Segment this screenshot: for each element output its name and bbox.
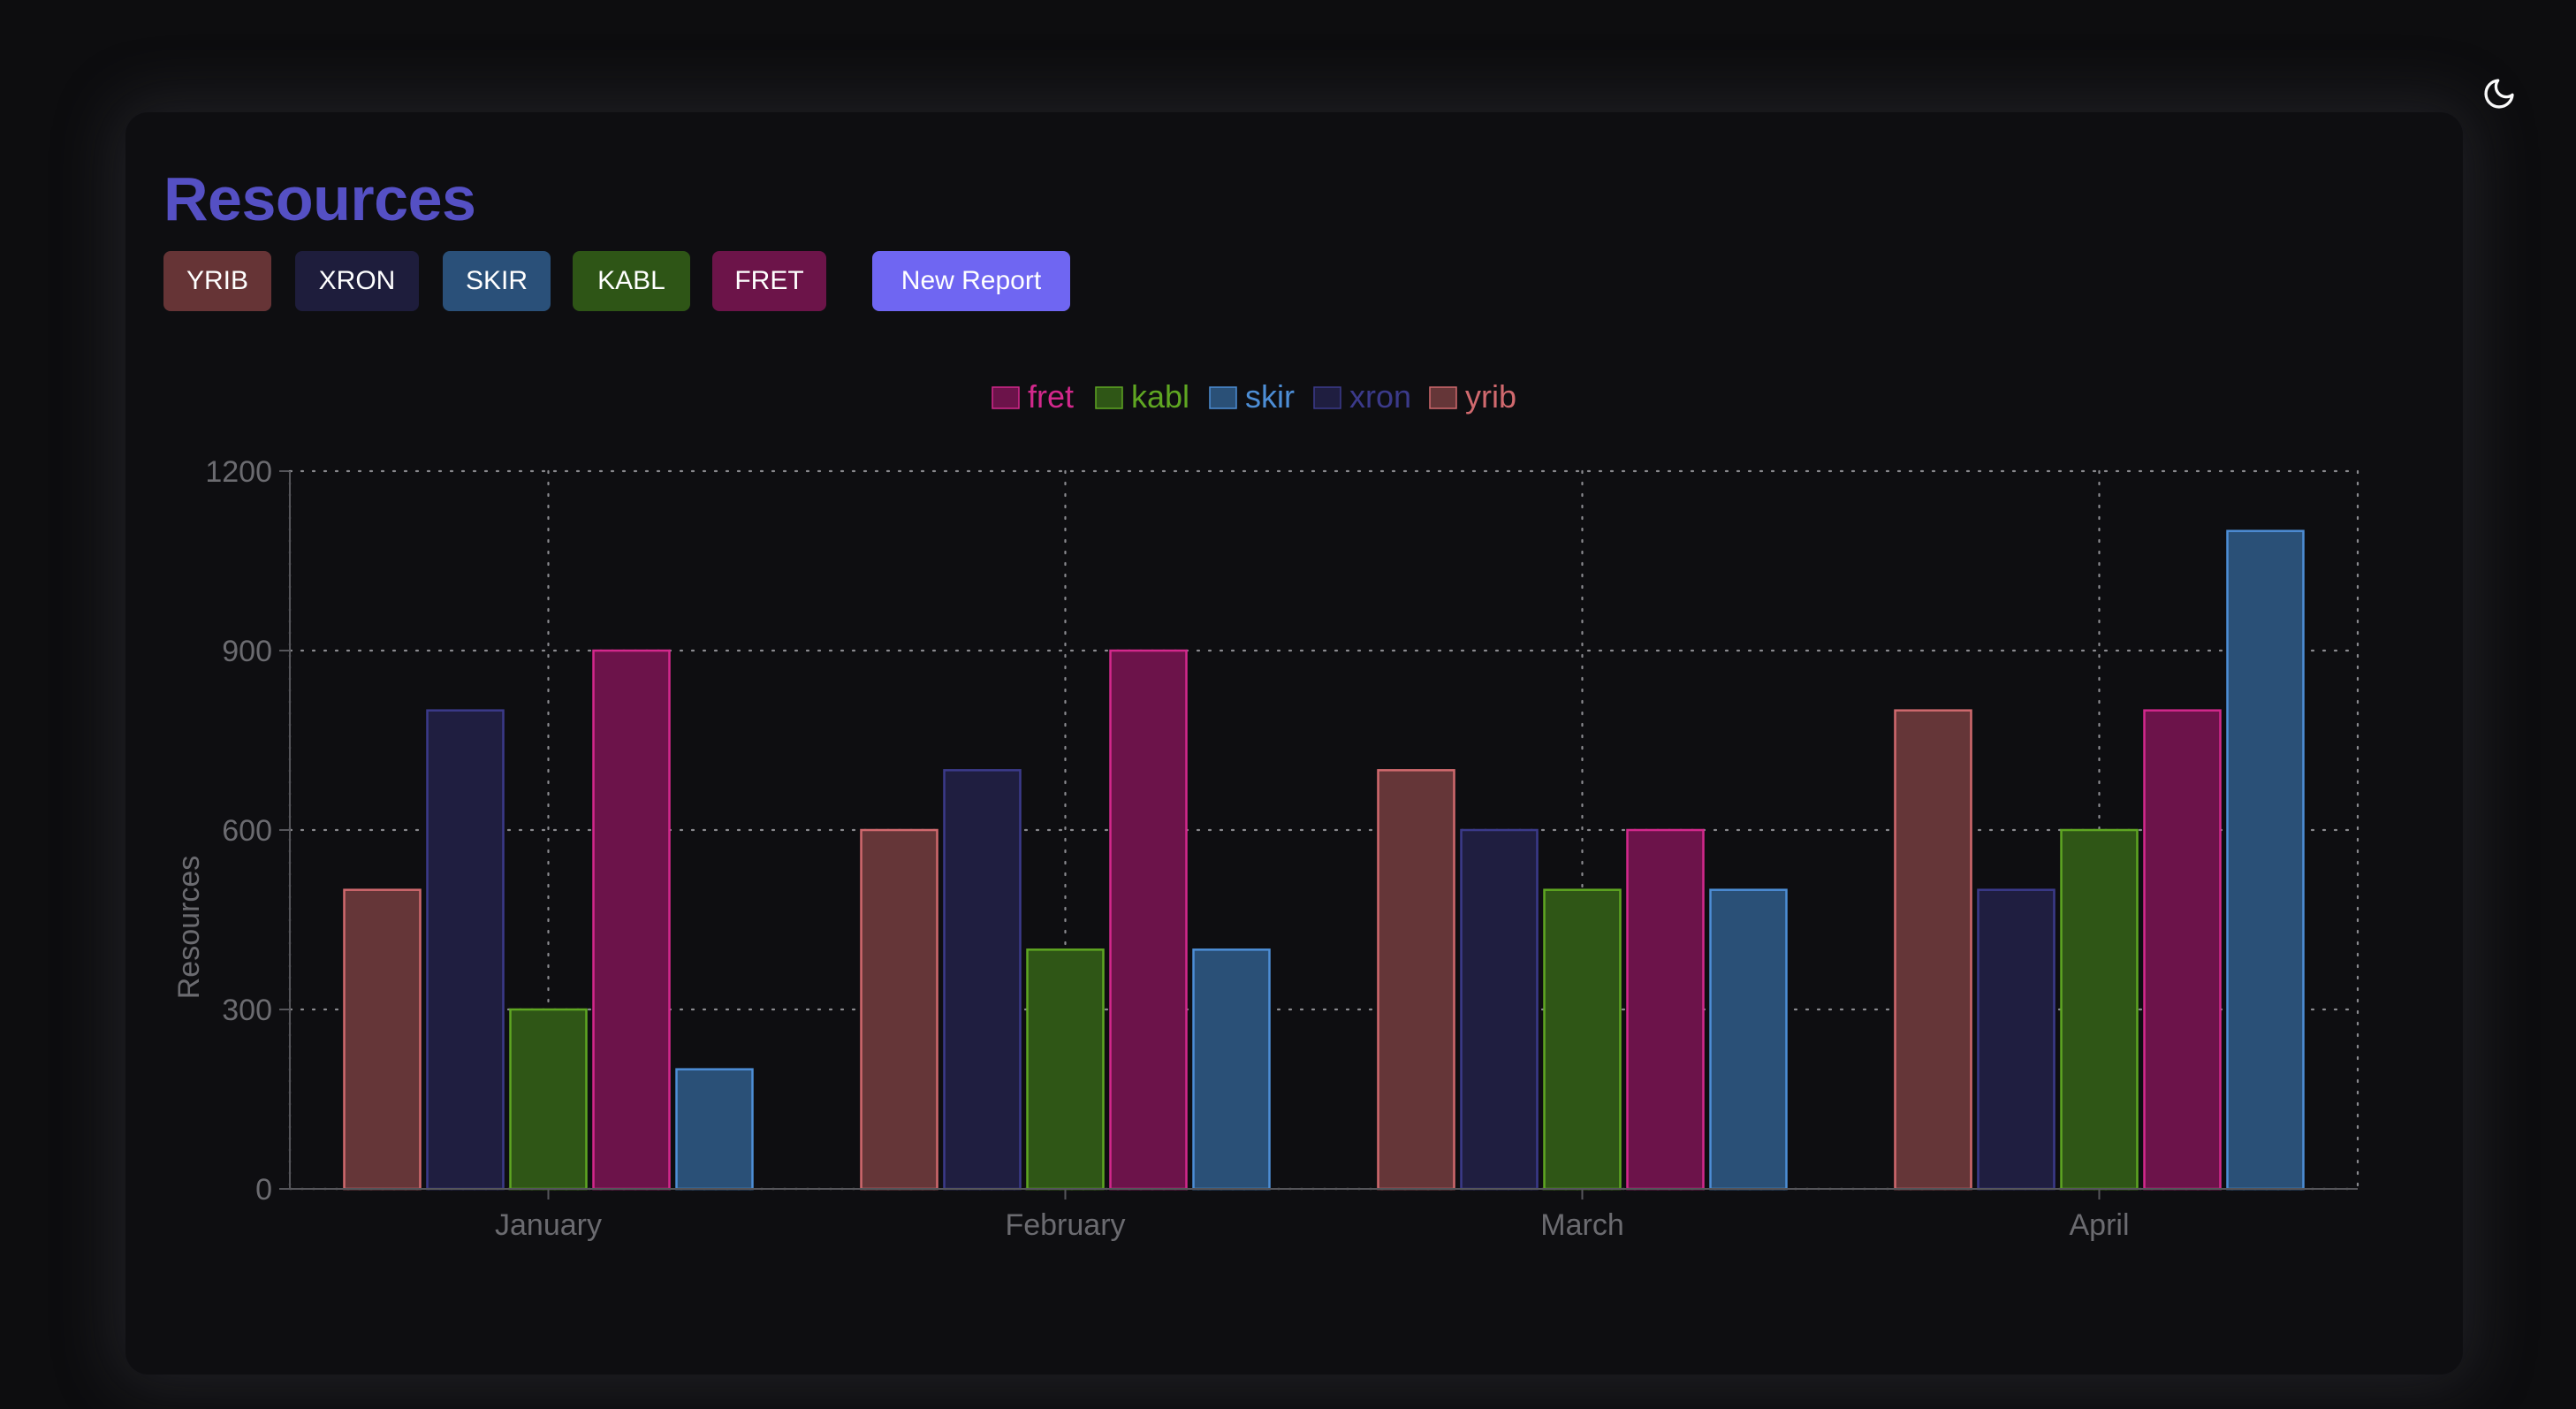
y-tick-label: 600: [222, 814, 272, 848]
bar-xron-april: [1979, 890, 2055, 1189]
bar-yrib-february: [862, 830, 938, 1189]
bar-xron-january: [428, 711, 504, 1189]
bar-kabl-march: [1545, 890, 1621, 1189]
bar-skir-april: [2228, 531, 2304, 1189]
bar-fret-march: [1628, 830, 1704, 1189]
bar-skir-january: [677, 1070, 753, 1189]
bar-yrib-april: [1896, 711, 1972, 1189]
legend-swatch-skir: [1210, 387, 1236, 408]
bar-fret-january: [594, 651, 670, 1189]
x-tick-label: March: [1540, 1208, 1623, 1242]
y-tick-label: 0: [255, 1173, 272, 1207]
legend-label-skir: skir: [1245, 378, 1295, 415]
bar-xron-march: [1462, 830, 1538, 1189]
bar-skir-march: [1711, 890, 1787, 1189]
x-tick-label: February: [1005, 1208, 1125, 1242]
legend-label-yrib: yrib: [1465, 378, 1516, 415]
x-tick-label: April: [2069, 1208, 2129, 1242]
bar-yrib-january: [345, 890, 421, 1189]
bar-yrib-march: [1379, 770, 1455, 1189]
bar-fret-february: [1111, 651, 1187, 1189]
legend-swatch-kabl: [1096, 387, 1122, 408]
bar-xron-february: [945, 770, 1021, 1189]
moon-icon: [2481, 76, 2517, 111]
legend-swatch-fret: [992, 387, 1019, 408]
bar-skir-february: [1194, 949, 1270, 1189]
y-tick-label: 300: [222, 994, 272, 1027]
theme-toggle-button[interactable]: [2478, 72, 2520, 115]
bar-kabl-april: [2062, 830, 2138, 1189]
legend-label-xron: xron: [1349, 378, 1411, 415]
bar-fret-april: [2145, 711, 2221, 1189]
x-tick-label: January: [495, 1208, 602, 1242]
legend-swatch-xron: [1314, 387, 1341, 408]
y-axis-title: Resources: [172, 856, 206, 1000]
resources-card: Resources YRIB XRON SKIR KABL FRET New Report…: [125, 112, 2463, 1375]
bar-kabl-january: [511, 1009, 587, 1189]
y-tick-label: 1200: [205, 455, 272, 489]
legend-label-kabl: kabl: [1131, 378, 1189, 415]
legend-label-fret: fret: [1028, 378, 1074, 415]
legend-swatch-yrib: [1430, 387, 1456, 408]
y-tick-label: 900: [222, 635, 272, 668]
bar-kabl-february: [1028, 949, 1104, 1189]
